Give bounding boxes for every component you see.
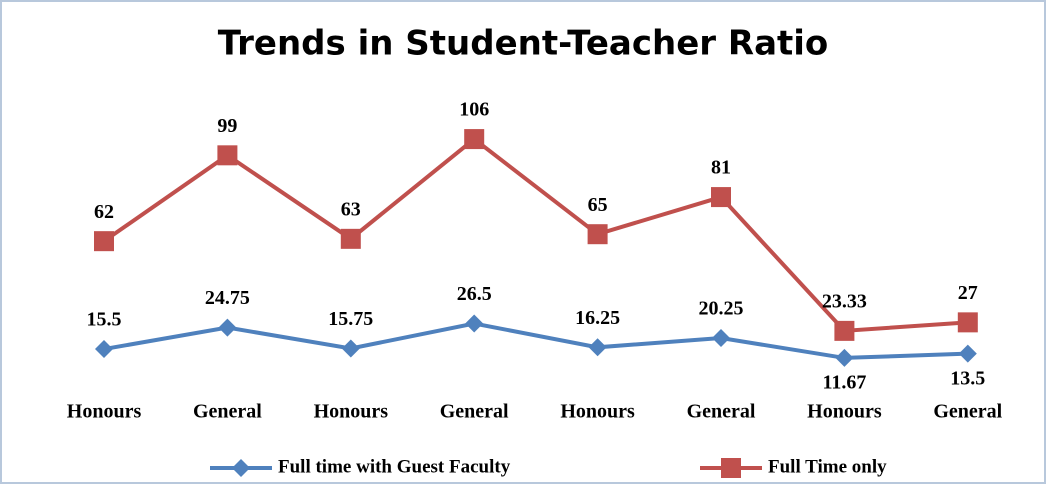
data-label: 15.75 (328, 308, 373, 330)
marker (587, 224, 608, 245)
data-label: 15.5 (87, 309, 122, 331)
marker (835, 348, 854, 367)
marker (341, 339, 360, 358)
marker (218, 318, 237, 337)
x-tick-label: Honours (560, 401, 635, 423)
data-label: 63 (341, 198, 361, 220)
marker (834, 320, 855, 341)
marker (957, 312, 978, 333)
marker (712, 329, 730, 348)
data-label: 16.25 (575, 307, 620, 329)
data-label: 23.33 (822, 290, 867, 312)
data-label: 24.75 (205, 287, 250, 309)
x-tick-label: Honours (807, 401, 882, 423)
data-label: 99 (217, 115, 237, 137)
marker (94, 231, 114, 252)
data-label: 81 (711, 157, 731, 179)
marker (721, 458, 741, 478)
x-tick-label: Honours (314, 401, 389, 423)
series-line (103, 321, 968, 360)
data-label: 65 (588, 194, 608, 216)
data-label: 13.5 (950, 367, 985, 389)
marker (464, 129, 485, 150)
legend-label: Full time with Guest Faculty (278, 456, 511, 477)
series-line (102, 136, 968, 333)
marker (232, 459, 250, 477)
marker (217, 145, 238, 166)
x-tick-label: Honours (67, 401, 142, 423)
marker (958, 344, 977, 363)
chart-title: Trends in Student-Teacher Ratio (218, 24, 829, 64)
data-label: 27 (958, 282, 978, 304)
marker (711, 187, 731, 208)
marker (465, 314, 484, 333)
data-label: 106 (459, 99, 489, 121)
x-tick-label: General (193, 401, 262, 423)
x-tick-label: General (933, 401, 1002, 423)
marker (95, 340, 113, 359)
data-label: 20.25 (699, 298, 744, 320)
legend-label: Full Time only (768, 456, 887, 477)
data-label: 11.67 (822, 372, 866, 394)
data-label: 26.5 (457, 283, 492, 305)
marker (340, 228, 361, 249)
x-tick-label: General (687, 401, 756, 423)
data-label: 62 (94, 201, 114, 223)
marker (588, 338, 607, 357)
x-tick-label: General (440, 401, 509, 423)
